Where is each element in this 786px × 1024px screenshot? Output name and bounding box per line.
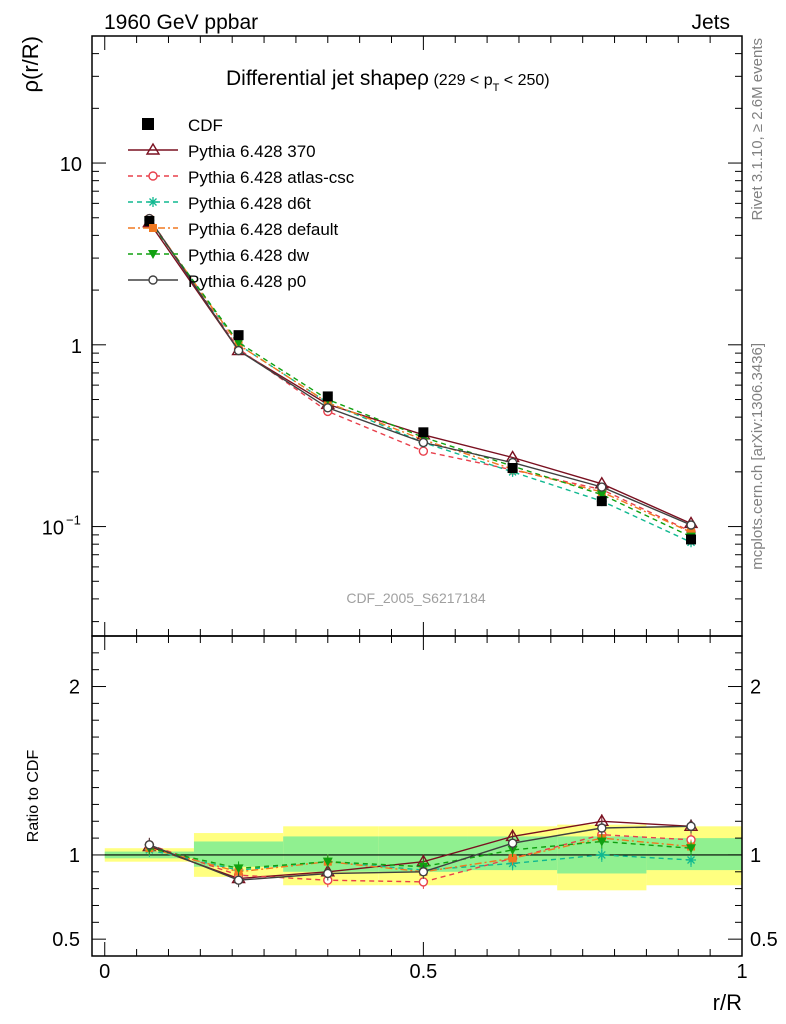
series-point-default [687, 528, 696, 537]
series-point-p0 [323, 403, 333, 413]
series-point-dw [596, 490, 607, 500]
ratio-y-tick-label-right: 1 [750, 845, 761, 867]
series-line-atlas [148, 218, 692, 533]
uncertainty-band-inner [283, 836, 379, 872]
ratio-point-p0 [686, 821, 696, 832]
legend-label-dw: Pythia 6.428 dw [188, 246, 310, 265]
data-point-cdf [144, 215, 155, 226]
series-point-p0 [233, 345, 244, 356]
ratio-y-tick-label-right: 0.5 [750, 929, 778, 951]
legend-marker-dw [148, 250, 158, 259]
legend-marker-atlas [148, 171, 158, 181]
mcplots-label: mcplots.cern.ch [arXiv:1306.3436] [749, 343, 766, 570]
legend-marker-cdf [142, 118, 154, 130]
y-tick-label-exponent: −1 [66, 513, 81, 528]
ratio-point-p0 [323, 868, 333, 879]
data-point-cdf [686, 534, 697, 545]
energy-label: 1960 GeV ppbar [104, 11, 258, 34]
y-tick-label: 10 [60, 154, 82, 176]
series-line-p370 [148, 222, 692, 525]
ratio-point-d6t [596, 849, 607, 860]
legend-marker-default [149, 224, 157, 232]
series-point-atlas [418, 446, 429, 456]
legend-marker-p0 [148, 275, 158, 285]
ratio-y-tick-label-left: 0.5 [52, 929, 80, 951]
series-point-p0 [418, 437, 429, 448]
legend-marker-d6t [148, 197, 158, 207]
data-point-cdf [507, 463, 518, 474]
ratio-y-tick-label-left: 1 [69, 845, 80, 867]
x-tick-label: 0 [99, 961, 110, 983]
ratio-y-tick-label-right: 2 [750, 677, 761, 699]
y-tick-label: 10 [42, 518, 64, 540]
chart-title-range: (229 < p [429, 72, 493, 89]
series-point-p0 [597, 482, 607, 492]
ratio-point-p0 [597, 823, 607, 833]
series-line-dw [148, 220, 692, 538]
legend-label-p0: Pythia 6.428 p0 [188, 272, 306, 291]
analysis-id-watermark: CDF_2005_S6217184 [346, 590, 486, 606]
chart-title-main: Differential jet shapeρ [226, 67, 429, 90]
ratio-point-dw [686, 844, 697, 854]
y-axis-label: ρ(r/R) [18, 36, 43, 93]
data-point-cdf [322, 391, 333, 402]
ratio-plot-frame [91, 635, 743, 957]
ratio-point-dw [507, 845, 518, 855]
x-axis-label: r/R [713, 990, 742, 1015]
ratio-point-p0 [507, 838, 518, 848]
x-tick-label: 1 [736, 961, 747, 983]
ratio-y-axis-label: Ratio to CDF [25, 750, 42, 843]
legend-label-p370: Pythia 6.428 370 [188, 142, 316, 161]
data-point-cdf [233, 330, 244, 341]
legend-marker-p370 [145, 142, 161, 155]
legend-label-default: Pythia 6.428 default [188, 220, 339, 239]
series-point-dw [233, 338, 244, 348]
ratio-point-dw [322, 857, 333, 867]
x-tick-label: 0.5 [409, 961, 437, 983]
legend-label-cdf: CDF [188, 116, 223, 135]
chart-title: Differential jet shapeρ (229 < pT < 250) [226, 67, 550, 94]
ratio-point-atlas [418, 877, 429, 887]
chart-title-range-end: < 250) [499, 72, 549, 89]
ratio-point-p0 [418, 867, 429, 877]
chart-title-subscript: T [493, 82, 500, 94]
ratio-point-p0 [233, 875, 244, 885]
legend-label-d6t: Pythia 6.428 d6t [188, 194, 311, 213]
ratio-point-d6t [686, 855, 697, 865]
rivet-label: Rivet 3.1.10, ≥ 2.6M events [749, 38, 766, 221]
legend-label-atlas: Pythia 6.428 atlas-csc [188, 168, 355, 187]
ratio-point-dw [233, 864, 244, 874]
ratio-point-dw [596, 837, 607, 847]
data-point-cdf [596, 496, 607, 507]
ratio-point-default [508, 854, 517, 863]
series-line-default [148, 218, 692, 533]
ratio-point-p0 [144, 840, 155, 850]
y-tick-label: 1 [71, 336, 82, 358]
ratio-y-tick-label-left: 2 [69, 677, 80, 699]
data-point-cdf [418, 427, 429, 438]
process-label: Jets [691, 11, 730, 34]
series-point-p0 [686, 520, 696, 530]
